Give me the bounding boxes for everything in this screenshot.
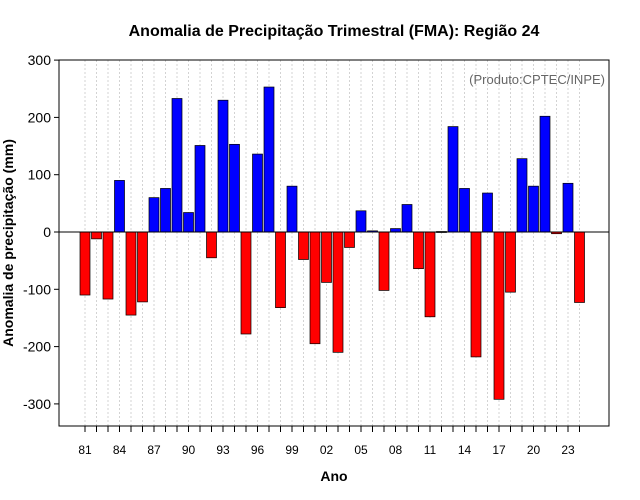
x-tick-label: 08 — [389, 443, 403, 457]
bar-1981 — [79, 231, 91, 296]
x-axis-label: Ano — [320, 468, 347, 484]
x-tick-label: 93 — [216, 443, 230, 457]
bar-1988 — [160, 188, 171, 233]
bar-2014 — [459, 188, 470, 233]
bar-2004 — [344, 231, 355, 248]
bar-2021 — [539, 115, 551, 233]
x-tick-label: 23 — [561, 443, 575, 457]
bar-2007 — [378, 231, 390, 291]
x-tick-label: 11 — [424, 443, 437, 457]
bar-1991 — [194, 145, 206, 233]
bar-1990 — [183, 212, 194, 233]
y-tick-label: -300 — [23, 396, 51, 412]
x-tick-label: 99 — [285, 443, 299, 457]
bar-1986 — [137, 231, 148, 303]
bar-2019 — [516, 158, 528, 233]
bar-1994 — [229, 143, 240, 233]
y-tick-label: 300 — [28, 52, 52, 68]
y-tick-label: -100 — [23, 281, 51, 297]
bar-1987 — [148, 197, 160, 233]
bar-2016 — [482, 192, 493, 233]
bar-2024 — [574, 231, 585, 303]
bar-2003 — [332, 231, 344, 353]
x-tick-label: 05 — [354, 443, 368, 457]
bar-1993 — [217, 99, 229, 233]
bar-1983 — [102, 231, 114, 300]
chart-title: Anomalia de Precipitação Trimestral (FMA… — [129, 23, 540, 40]
x-tick-label: 20 — [527, 443, 541, 457]
bar-2013 — [447, 126, 459, 233]
x-tick-label: 84 — [113, 443, 127, 457]
x-tick-label: 17 — [492, 443, 506, 457]
y-tick-label: 200 — [28, 109, 52, 125]
bar-1985 — [125, 231, 137, 316]
bar-1999 — [286, 185, 298, 233]
bar-1995 — [240, 231, 252, 335]
x-tick-label: 90 — [182, 443, 196, 457]
bar-1998 — [275, 231, 286, 308]
bar-2018 — [505, 231, 516, 293]
bar-2000 — [298, 231, 309, 260]
y-tick-label: -200 — [23, 339, 51, 355]
x-tick-label: 81 — [78, 443, 92, 457]
y-tick-label: 100 — [28, 167, 52, 183]
bar-1989 — [171, 98, 183, 233]
bar-2023 — [562, 182, 574, 233]
x-tick-label: 02 — [320, 443, 334, 457]
bar-series — [79, 86, 585, 400]
bar-2020 — [528, 185, 539, 233]
bar-2011 — [424, 231, 436, 318]
x-tick-label: 87 — [147, 443, 161, 457]
bar-2002 — [321, 231, 332, 283]
x-tick-label: 14 — [458, 443, 472, 457]
bar-2001 — [309, 231, 321, 345]
bar-1997 — [263, 86, 275, 233]
bar-2015 — [470, 231, 482, 358]
bar-2008 — [390, 228, 401, 233]
product-annotation: (Produto:CPTEC/INPE) — [469, 72, 605, 87]
bar-2017 — [493, 231, 505, 400]
x-tick-label: 96 — [251, 443, 265, 457]
bar-1996 — [252, 153, 263, 233]
y-tick-label: 0 — [43, 224, 51, 240]
y-axis-label: Anomalia de precipitação (mm) — [0, 139, 16, 347]
plot-frame — [58, 59, 610, 427]
bar-2010 — [413, 231, 424, 270]
x-axis: 81 84 87 90 93 96 99 02 05 08 11 14 17 20 23 — [78, 426, 580, 457]
bar-1992 — [206, 231, 217, 259]
bar-1984 — [114, 180, 125, 233]
bar-2009 — [401, 204, 413, 233]
bar-1982 — [91, 231, 102, 240]
bar-2005 — [355, 210, 367, 233]
y-axis: 300 200 100 0 -100 -200 -300 — [23, 52, 59, 412]
